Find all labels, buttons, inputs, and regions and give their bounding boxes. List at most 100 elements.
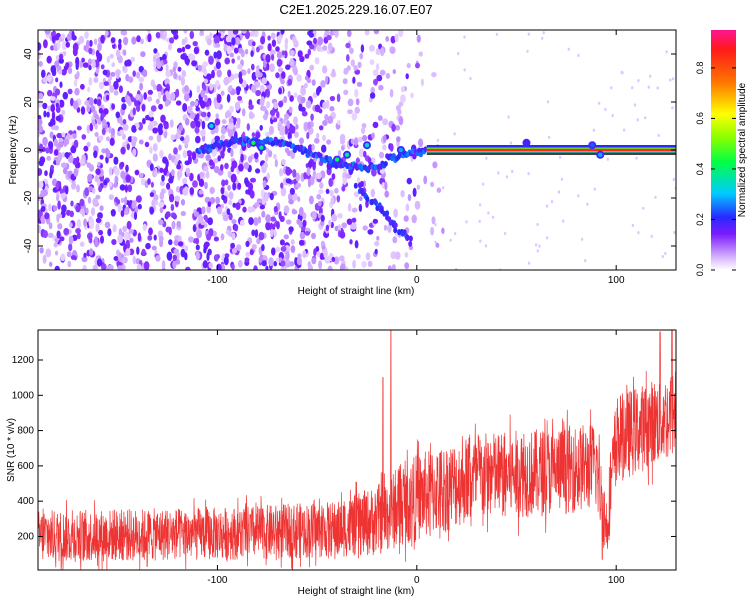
spectrogram-cell bbox=[98, 107, 104, 114]
spectrogram-cell bbox=[216, 93, 222, 104]
spectrogram-cell bbox=[318, 189, 324, 195]
spectrogram-y-tick-label: 0 bbox=[23, 147, 34, 153]
spectrogram-cell bbox=[142, 117, 146, 125]
spectrogram-cell bbox=[72, 180, 76, 187]
spectrogram-cell bbox=[113, 256, 119, 261]
spectrogram-cell bbox=[93, 145, 98, 153]
spectrogram-cell bbox=[88, 64, 92, 71]
spectrogram-cell bbox=[381, 182, 386, 189]
spectrogram-cell bbox=[190, 112, 196, 120]
spectrogram-cell bbox=[418, 151, 423, 158]
spectrogram-cell bbox=[423, 175, 428, 185]
spectrogram-cell bbox=[215, 80, 220, 88]
spectrogram-cell bbox=[362, 225, 368, 231]
spectrogram-cell bbox=[96, 258, 103, 267]
spectrogram-cell bbox=[432, 161, 438, 169]
spectrogram-cell bbox=[67, 154, 74, 164]
spectrogram-cell bbox=[391, 264, 396, 270]
spectrogram-cell bbox=[230, 173, 237, 183]
spectrogram-cell bbox=[371, 132, 375, 139]
spectrogram-cell bbox=[187, 105, 193, 114]
spectrogram-cell bbox=[117, 203, 122, 213]
spectrogram-cell bbox=[51, 31, 56, 37]
spectrogram-cell bbox=[275, 257, 279, 263]
spectrogram-cell bbox=[178, 124, 184, 132]
spectrogram-cell bbox=[114, 168, 120, 176]
spectrogram-cell bbox=[43, 110, 47, 118]
spectrogram-cell bbox=[309, 64, 315, 71]
spectrogram-cell bbox=[111, 239, 117, 245]
spectrogram-cell bbox=[453, 232, 457, 236]
spectrogram-cell bbox=[367, 229, 374, 235]
spectrogram-cell bbox=[120, 210, 125, 217]
spectrogram-cell bbox=[669, 78, 672, 82]
spectrogram-cell bbox=[215, 61, 221, 70]
spectrogram-cell bbox=[38, 168, 43, 176]
spectrogram-cell bbox=[361, 126, 366, 134]
spectrogram-cell bbox=[307, 121, 312, 130]
spectrogram-cell bbox=[412, 187, 417, 197]
spectrogram-bright-spot-core bbox=[259, 145, 264, 150]
spectrogram-cell bbox=[267, 43, 272, 52]
spectrogram-cell bbox=[42, 76, 49, 83]
spectrogram-cell bbox=[109, 53, 114, 59]
spectrogram-cell bbox=[200, 100, 206, 109]
spectrogram-cell bbox=[621, 71, 624, 75]
spectrogram-cell bbox=[106, 136, 110, 142]
spectrogram-cell bbox=[122, 119, 127, 125]
spectrogram-cell bbox=[328, 219, 332, 228]
spectrogram-cell bbox=[126, 143, 130, 151]
spectrogram-cell bbox=[178, 74, 182, 81]
spectrogram-cell bbox=[153, 48, 158, 54]
spectrogram-cell bbox=[313, 37, 317, 45]
spectrogram-cell bbox=[673, 230, 676, 235]
spectrogram-cell bbox=[251, 84, 257, 93]
spectrogram-cell bbox=[657, 133, 660, 137]
spectrogram-cell bbox=[283, 205, 290, 214]
spectrogram-cell bbox=[153, 194, 159, 201]
colorbar-tick-label: 0.0 bbox=[695, 264, 705, 277]
spectrogram-cell bbox=[175, 259, 181, 265]
spectrogram-cell bbox=[230, 148, 234, 158]
spectrogram-cell bbox=[174, 195, 181, 202]
spectrogram-cell bbox=[241, 108, 246, 117]
spectrogram-x-ticks: -100 0 100 bbox=[207, 30, 625, 286]
spectrogram-cell bbox=[288, 106, 293, 114]
spectrogram-cell bbox=[69, 210, 74, 218]
spectrogram-cell bbox=[198, 189, 204, 195]
spectrogram-cell bbox=[89, 39, 93, 47]
spectrogram-cell bbox=[42, 230, 49, 239]
spectrogram-cell bbox=[195, 244, 200, 251]
spectrogram-cell bbox=[301, 110, 308, 117]
spectrogram-cell bbox=[362, 134, 368, 142]
spectrogram-cell bbox=[298, 206, 304, 216]
spectrogram-cell bbox=[215, 113, 219, 119]
spectrogram-cell bbox=[511, 169, 514, 174]
spectrogram-cell bbox=[95, 114, 99, 120]
spectrogram-cell bbox=[393, 227, 398, 234]
spectrogram-cell bbox=[83, 145, 89, 152]
spectrogram-cell bbox=[284, 147, 290, 154]
spectrogram-cell bbox=[210, 129, 216, 135]
spectrogram-cell bbox=[383, 224, 388, 231]
spectrogram-cell bbox=[358, 196, 363, 202]
spectrogram-cell bbox=[161, 188, 165, 195]
spectrogram-cell bbox=[245, 240, 250, 248]
spectrogram-cell bbox=[281, 50, 286, 56]
spectrogram-cell bbox=[320, 80, 326, 88]
spectrogram-cell bbox=[141, 248, 146, 256]
spectrogram-cell bbox=[302, 219, 307, 228]
spectrogram-cell bbox=[67, 67, 73, 74]
spectrogram-cell bbox=[242, 206, 247, 213]
spectrogram-cell bbox=[261, 196, 266, 205]
spectrogram-cell bbox=[233, 117, 237, 123]
spectrogram-cell bbox=[170, 203, 175, 212]
spectrogram-cell bbox=[341, 222, 348, 229]
spectrogram-cell bbox=[394, 33, 399, 43]
spectrogram-cell bbox=[157, 91, 162, 99]
spectrogram-cell bbox=[358, 203, 363, 212]
spectrogram-cell bbox=[42, 189, 48, 197]
spectrogram-cell bbox=[197, 64, 202, 72]
spectrogram-cell bbox=[316, 250, 321, 258]
spectrogram-cell bbox=[113, 156, 119, 165]
